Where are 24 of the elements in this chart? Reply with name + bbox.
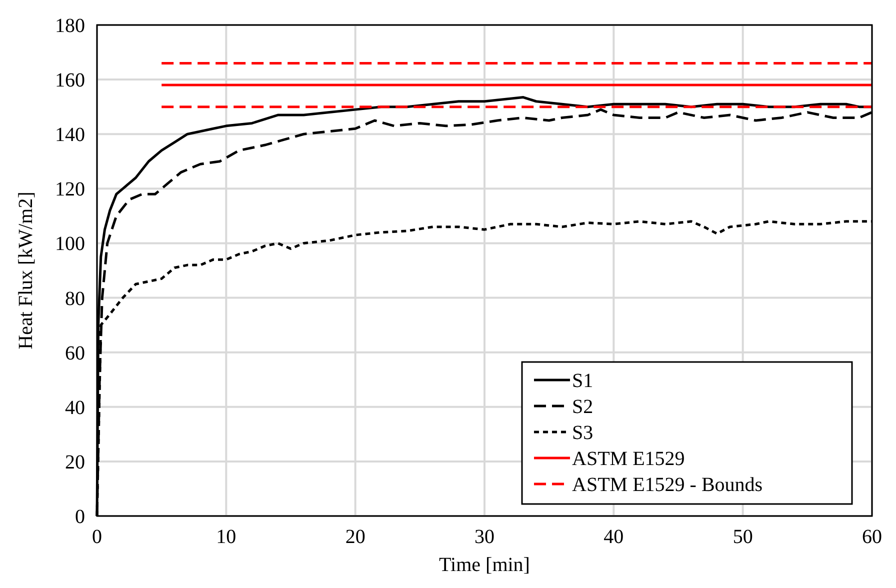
x-tick-label: 30 xyxy=(474,526,494,548)
x-tick-label: 40 xyxy=(604,526,624,548)
y-tick-label: 160 xyxy=(55,70,85,92)
y-tick-label: 80 xyxy=(65,288,85,310)
y-tick-label: 100 xyxy=(55,233,85,256)
x-tick-label: 10 xyxy=(216,526,236,548)
y-tick-label: 60 xyxy=(65,342,85,364)
legend-label: ASTM E1529 xyxy=(572,448,685,470)
x-axis-title: Time [min] xyxy=(439,554,530,576)
legend-label: S3 xyxy=(572,422,594,444)
y-tick-label: 0 xyxy=(75,506,85,528)
legend-label: S2 xyxy=(572,396,594,418)
x-tick-label: 20 xyxy=(345,526,366,548)
y-tick-label: 20 xyxy=(65,451,85,474)
y-tick-label: 40 xyxy=(65,396,85,419)
legend-label: S1 xyxy=(572,370,594,392)
x-tick-label: 50 xyxy=(732,526,753,548)
y-tick-label: 120 xyxy=(55,178,85,201)
legend-label: ASTM E1529 - Bounds xyxy=(572,474,763,496)
y-tick-label: 140 xyxy=(55,124,85,146)
y-axis-title: Heat Flux [kW/m2] xyxy=(15,192,37,350)
x-tick-label: 60 xyxy=(862,526,882,548)
y-tick-label: 180 xyxy=(55,15,85,37)
x-tick-label: 0 xyxy=(92,526,102,548)
